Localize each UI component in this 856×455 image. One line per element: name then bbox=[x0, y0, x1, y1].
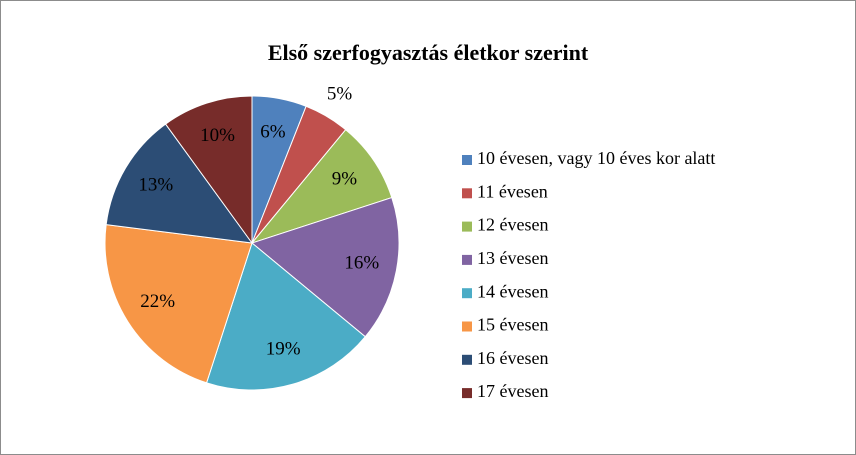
chart-title: Első szerfogyasztás életkor szerint bbox=[268, 40, 589, 65]
legend-label: 15 évesen bbox=[477, 315, 548, 335]
legend-swatch bbox=[462, 188, 472, 199]
legend-swatch bbox=[462, 155, 472, 165]
legend-swatch bbox=[462, 388, 472, 399]
legend-label: 11 évesen bbox=[477, 181, 548, 201]
legend-label: 17 évesen bbox=[477, 381, 548, 401]
legend-swatch bbox=[462, 321, 472, 332]
data-label: 16% bbox=[344, 252, 379, 273]
legend-swatch bbox=[462, 354, 472, 365]
pie-slice bbox=[250, 196, 400, 338]
legend-label: 16 évesen bbox=[477, 348, 548, 368]
legend-label: 14 évesen bbox=[477, 281, 548, 301]
legend-label: 10 évesen, vagy 10 éves kor alatt bbox=[477, 148, 715, 168]
legend-swatch bbox=[462, 288, 472, 299]
data-label: 19% bbox=[266, 339, 301, 360]
data-label: 22% bbox=[140, 291, 175, 312]
legend-swatch bbox=[462, 221, 472, 232]
pie-slice bbox=[205, 242, 366, 391]
data-label: 10% bbox=[200, 125, 235, 146]
data-label: 9% bbox=[332, 169, 358, 190]
legend-label: 13 évesen bbox=[477, 248, 548, 268]
pie-slice bbox=[105, 123, 254, 244]
legend-label: 12 évesen bbox=[477, 215, 548, 235]
legend-swatch bbox=[462, 254, 472, 265]
data-label: 13% bbox=[138, 174, 173, 195]
pie-slice bbox=[250, 129, 393, 245]
data-label: 6% bbox=[260, 122, 286, 143]
pie-slice bbox=[164, 95, 253, 245]
pie-slice bbox=[104, 224, 253, 384]
data-label: 5% bbox=[327, 83, 353, 104]
